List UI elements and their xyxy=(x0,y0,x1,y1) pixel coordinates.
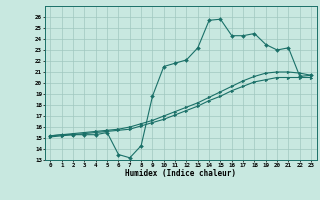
X-axis label: Humidex (Indice chaleur): Humidex (Indice chaleur) xyxy=(125,169,236,178)
